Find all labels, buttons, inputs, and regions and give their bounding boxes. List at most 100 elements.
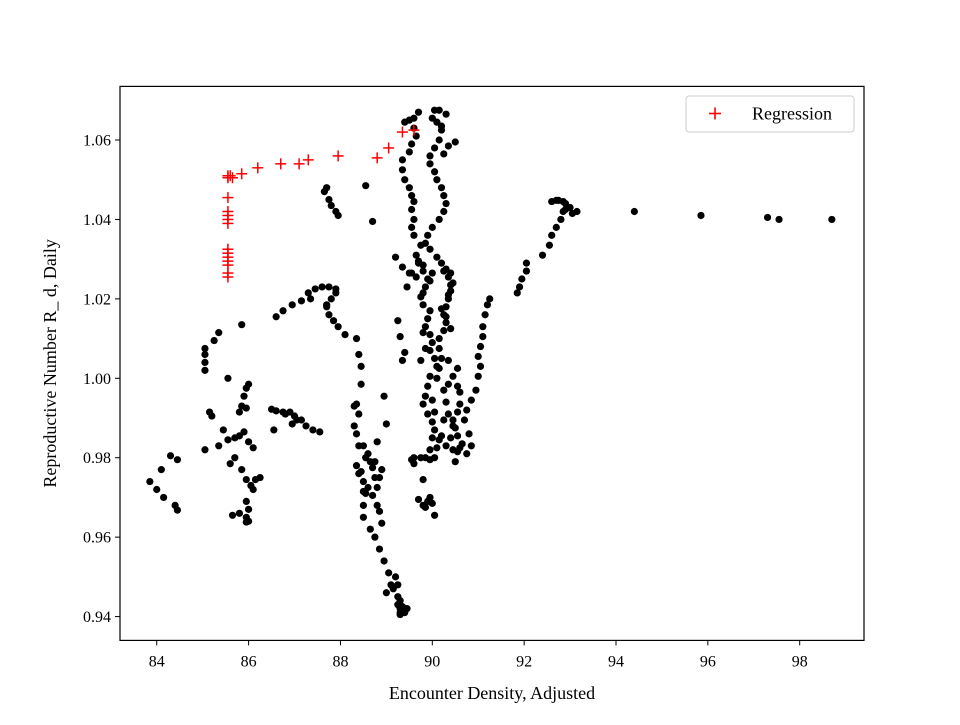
data-point (481, 311, 489, 319)
data-point (371, 533, 379, 541)
data-point (201, 350, 209, 359)
data-point (362, 182, 370, 190)
data-point (242, 475, 250, 484)
data-point (440, 416, 448, 424)
data-point (426, 372, 434, 380)
x-tick-label: 84 (149, 653, 165, 670)
data-point (355, 350, 363, 359)
data-point (548, 231, 556, 239)
data-point (146, 477, 154, 486)
y-tick-label: 0.98 (83, 450, 111, 467)
data-point (224, 374, 232, 382)
data-point (515, 283, 524, 291)
data-point (302, 422, 310, 430)
data-point (426, 331, 434, 339)
data-point (325, 311, 333, 319)
data-point (428, 499, 436, 507)
data-point (474, 372, 482, 380)
data-point (430, 354, 439, 363)
data-point (451, 458, 459, 466)
y-tick-label: 1.00 (83, 371, 111, 388)
data-point (410, 460, 418, 468)
data-point (357, 362, 365, 370)
data-point (440, 327, 448, 335)
data-point (428, 434, 436, 442)
data-point (385, 569, 393, 577)
data-point (410, 215, 418, 224)
data-point (256, 473, 264, 482)
data-point (424, 382, 432, 390)
data-point (552, 223, 560, 231)
data-point (451, 424, 459, 432)
data-point (378, 519, 386, 527)
legend-marker-plus (709, 107, 721, 120)
data-point (304, 289, 312, 297)
data-point (288, 301, 296, 309)
data-point (270, 426, 278, 434)
legend-box (685, 95, 855, 133)
data-point (391, 573, 400, 581)
data-point (401, 176, 409, 184)
data-point (380, 392, 388, 400)
data-point (394, 581, 402, 589)
data-point (396, 332, 404, 341)
legend: Regression (685, 95, 855, 133)
data-point (430, 454, 439, 462)
data-point (426, 152, 434, 160)
regression-point (222, 192, 234, 204)
data-point (375, 507, 384, 515)
data-point (763, 213, 772, 222)
data-point (419, 301, 427, 309)
data-point (435, 364, 443, 372)
data-point (201, 358, 209, 367)
data-point (437, 122, 446, 130)
data-point (157, 466, 165, 474)
data-point (368, 491, 377, 500)
regression-point (236, 168, 248, 180)
data-point (435, 215, 443, 224)
data-point (467, 442, 475, 450)
data-point (396, 605, 404, 613)
data-point (414, 108, 423, 116)
data-point (231, 454, 239, 462)
data-point (463, 406, 471, 414)
data-point (430, 106, 439, 114)
data-point (456, 388, 464, 396)
data-point (476, 342, 485, 351)
data-point (486, 295, 494, 303)
data-point (352, 334, 361, 343)
data-point (325, 283, 333, 291)
data-point (316, 428, 324, 436)
regression-point (332, 150, 344, 162)
data-point (474, 352, 482, 361)
data-point (435, 334, 443, 343)
data-point (391, 253, 400, 261)
data-point (235, 408, 244, 416)
data-point (444, 380, 452, 388)
data-point (401, 348, 409, 357)
data-point (697, 211, 705, 220)
data-point (357, 380, 365, 388)
data-point (412, 251, 420, 259)
regression-point (302, 154, 314, 166)
y-tick-label: 0.94 (83, 609, 111, 626)
data-point (364, 450, 372, 458)
data-point (421, 283, 430, 291)
data-point (442, 110, 450, 118)
x-tick-label: 86 (241, 653, 257, 670)
data-point (442, 313, 450, 321)
data-point (433, 374, 441, 382)
data-point (375, 545, 384, 553)
data-point (357, 468, 365, 476)
data-point (426, 307, 434, 315)
data-point (410, 231, 418, 239)
data-point (410, 114, 418, 122)
data-point (238, 466, 246, 474)
data-point (426, 493, 434, 502)
data-point (373, 438, 381, 446)
data-point (382, 589, 390, 597)
data-point (430, 408, 439, 416)
data-point (421, 392, 430, 400)
data-point (238, 321, 246, 329)
